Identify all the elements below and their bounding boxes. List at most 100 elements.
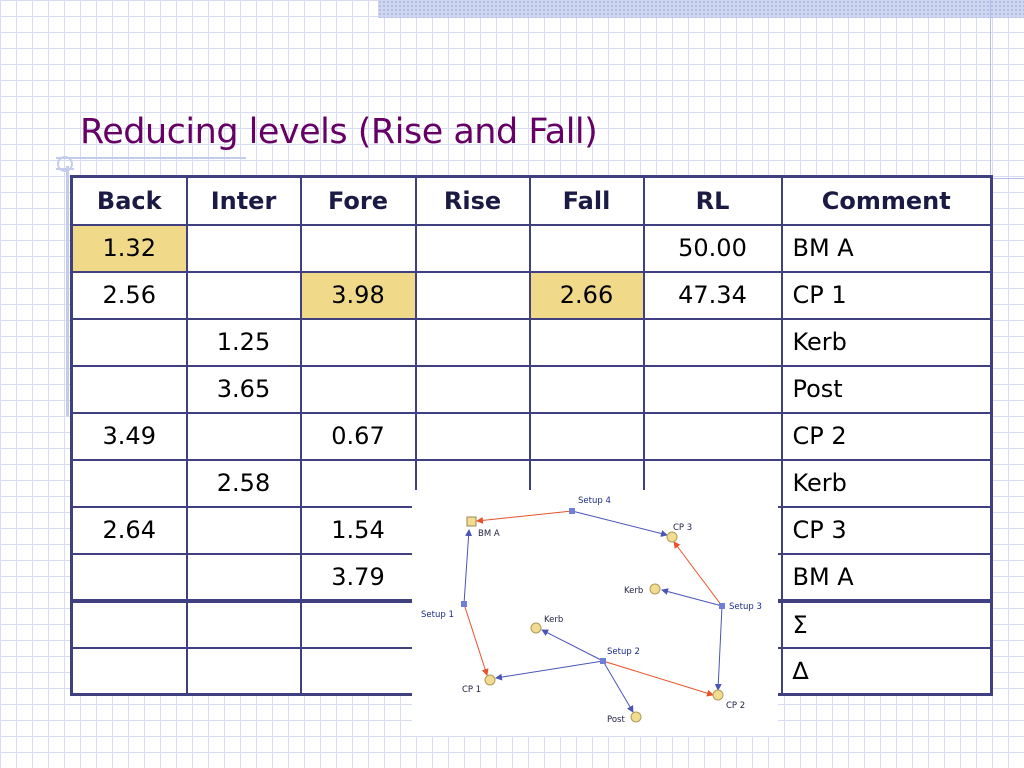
fore-sight-line bbox=[602, 660, 634, 713]
cell-rl bbox=[642, 411, 783, 461]
fore-sight-line bbox=[463, 529, 473, 605]
table-row: 1.25 Kerb bbox=[70, 317, 993, 367]
cp2-label: CP 2 bbox=[726, 701, 745, 711]
back-sight-line bbox=[602, 660, 714, 697]
decorative-circle bbox=[57, 156, 73, 172]
cell-fore bbox=[299, 364, 417, 414]
cell-fall bbox=[528, 411, 645, 461]
cp2-marker bbox=[712, 689, 724, 701]
setup-3-marker bbox=[719, 603, 725, 609]
traverse-diagram-svg: Setup 4 BM A CP 3 Kerb Setup 3 Setup 1 K… bbox=[421, 496, 762, 725]
table-header-row: Back Inter Fore Rise Fall RL Comment bbox=[70, 175, 993, 226]
cell-rl bbox=[642, 364, 783, 414]
cell-fore bbox=[299, 458, 417, 508]
decorative-line bbox=[56, 157, 246, 159]
post-marker bbox=[630, 711, 642, 723]
table-row: 3.49 0.67 CP 2 bbox=[70, 411, 993, 461]
cell-fore: 3.98 bbox=[299, 270, 417, 320]
decorative-top-band bbox=[378, 0, 1024, 18]
cell-comment: Kerb bbox=[780, 317, 993, 367]
cell-back bbox=[70, 598, 188, 649]
header-fore: Fore bbox=[299, 175, 417, 226]
setup-2-marker bbox=[600, 658, 606, 664]
setup-1-label: Setup 1 bbox=[421, 610, 454, 620]
cell-comment: CP 2 bbox=[780, 411, 993, 461]
bm-a-label: BM A bbox=[478, 529, 500, 539]
cell-comment: CP 1 bbox=[780, 270, 993, 320]
cell-inter bbox=[185, 646, 302, 696]
cell-back bbox=[70, 552, 188, 602]
cell-back: 1.32 bbox=[70, 223, 188, 273]
slide-title: Reducing levels (Rise and Fall) bbox=[80, 112, 598, 152]
delta-symbol: ∆ bbox=[780, 646, 993, 696]
cp1-marker bbox=[484, 674, 496, 686]
cell-comment: Kerb bbox=[780, 458, 993, 508]
cell-inter bbox=[185, 411, 302, 461]
table-row: 1.32 50.00 BM A bbox=[70, 223, 993, 273]
cp3-marker bbox=[666, 531, 678, 543]
cell-inter bbox=[185, 505, 302, 555]
traverse-diagram: Setup 4 BM A CP 3 Kerb Setup 3 Setup 1 K… bbox=[412, 490, 778, 736]
setup-1-marker bbox=[461, 601, 467, 607]
cell-rise bbox=[414, 317, 531, 367]
bm-a-marker bbox=[466, 516, 477, 527]
cell-fall bbox=[528, 317, 645, 367]
header-rise: Rise bbox=[414, 175, 531, 226]
post-label: Post bbox=[607, 715, 625, 725]
setup-4-marker bbox=[569, 508, 575, 514]
cell-inter bbox=[185, 270, 302, 320]
cell-rl: 47.34 bbox=[642, 270, 783, 320]
cell-back bbox=[70, 317, 188, 367]
fore-sight-line bbox=[571, 510, 668, 537]
header-inter: Inter bbox=[185, 175, 302, 226]
cell-comment: BM A bbox=[780, 552, 993, 602]
cell-inter bbox=[185, 552, 302, 602]
decorative-line bbox=[66, 166, 69, 416]
cell-fore bbox=[299, 598, 417, 649]
cp1-label: CP 1 bbox=[462, 685, 481, 695]
cell-rise bbox=[414, 223, 531, 273]
table-row: 3.65 Post bbox=[70, 364, 993, 414]
cell-inter bbox=[185, 598, 302, 649]
header-back: Back bbox=[70, 175, 188, 226]
cell-fore bbox=[299, 223, 417, 273]
back-sight-line bbox=[673, 541, 723, 607]
cell-rl: 50.00 bbox=[642, 223, 783, 273]
table-row: 2.56 3.98 2.66 47.34 CP 1 bbox=[70, 270, 993, 320]
kerb-upper-marker bbox=[649, 583, 661, 595]
decorative-line bbox=[990, 178, 1024, 179]
kerb-lower-label: Kerb bbox=[544, 615, 563, 625]
cell-rise bbox=[414, 270, 531, 320]
setup-2-label: Setup 2 bbox=[607, 647, 640, 657]
cell-fore: 3.79 bbox=[299, 552, 417, 602]
cell-fore bbox=[299, 646, 417, 696]
fore-sight-line bbox=[661, 588, 723, 607]
cell-back: 2.64 bbox=[70, 505, 188, 555]
cell-back bbox=[70, 646, 188, 696]
fore-sight-line bbox=[495, 660, 604, 681]
cell-inter: 2.58 bbox=[185, 458, 302, 508]
setup-3-label: Setup 3 bbox=[729, 602, 762, 612]
cell-fore: 0.67 bbox=[299, 411, 417, 461]
cell-back: 3.49 bbox=[70, 411, 188, 461]
cell-fore: 1.54 bbox=[299, 505, 417, 555]
cell-rise bbox=[414, 411, 531, 461]
cell-inter: 3.65 bbox=[185, 364, 302, 414]
cell-comment: BM A bbox=[780, 223, 993, 273]
cp3-label: CP 3 bbox=[673, 523, 692, 533]
header-fall: Fall bbox=[528, 175, 645, 226]
fore-sight-line bbox=[541, 629, 604, 662]
cell-comment: Post bbox=[780, 364, 993, 414]
back-sight-line bbox=[476, 510, 573, 524]
cell-back: 2.56 bbox=[70, 270, 188, 320]
cell-fall: 2.66 bbox=[528, 270, 645, 320]
cell-rl bbox=[642, 317, 783, 367]
setup-4-label: Setup 4 bbox=[578, 496, 611, 506]
cell-back bbox=[70, 364, 188, 414]
cell-inter bbox=[185, 223, 302, 273]
cell-inter: 1.25 bbox=[185, 317, 302, 367]
cell-comment: CP 3 bbox=[780, 505, 993, 555]
fore-sight-line bbox=[714, 605, 723, 691]
cell-fore bbox=[299, 317, 417, 367]
kerb-upper-label: Kerb bbox=[624, 586, 643, 596]
